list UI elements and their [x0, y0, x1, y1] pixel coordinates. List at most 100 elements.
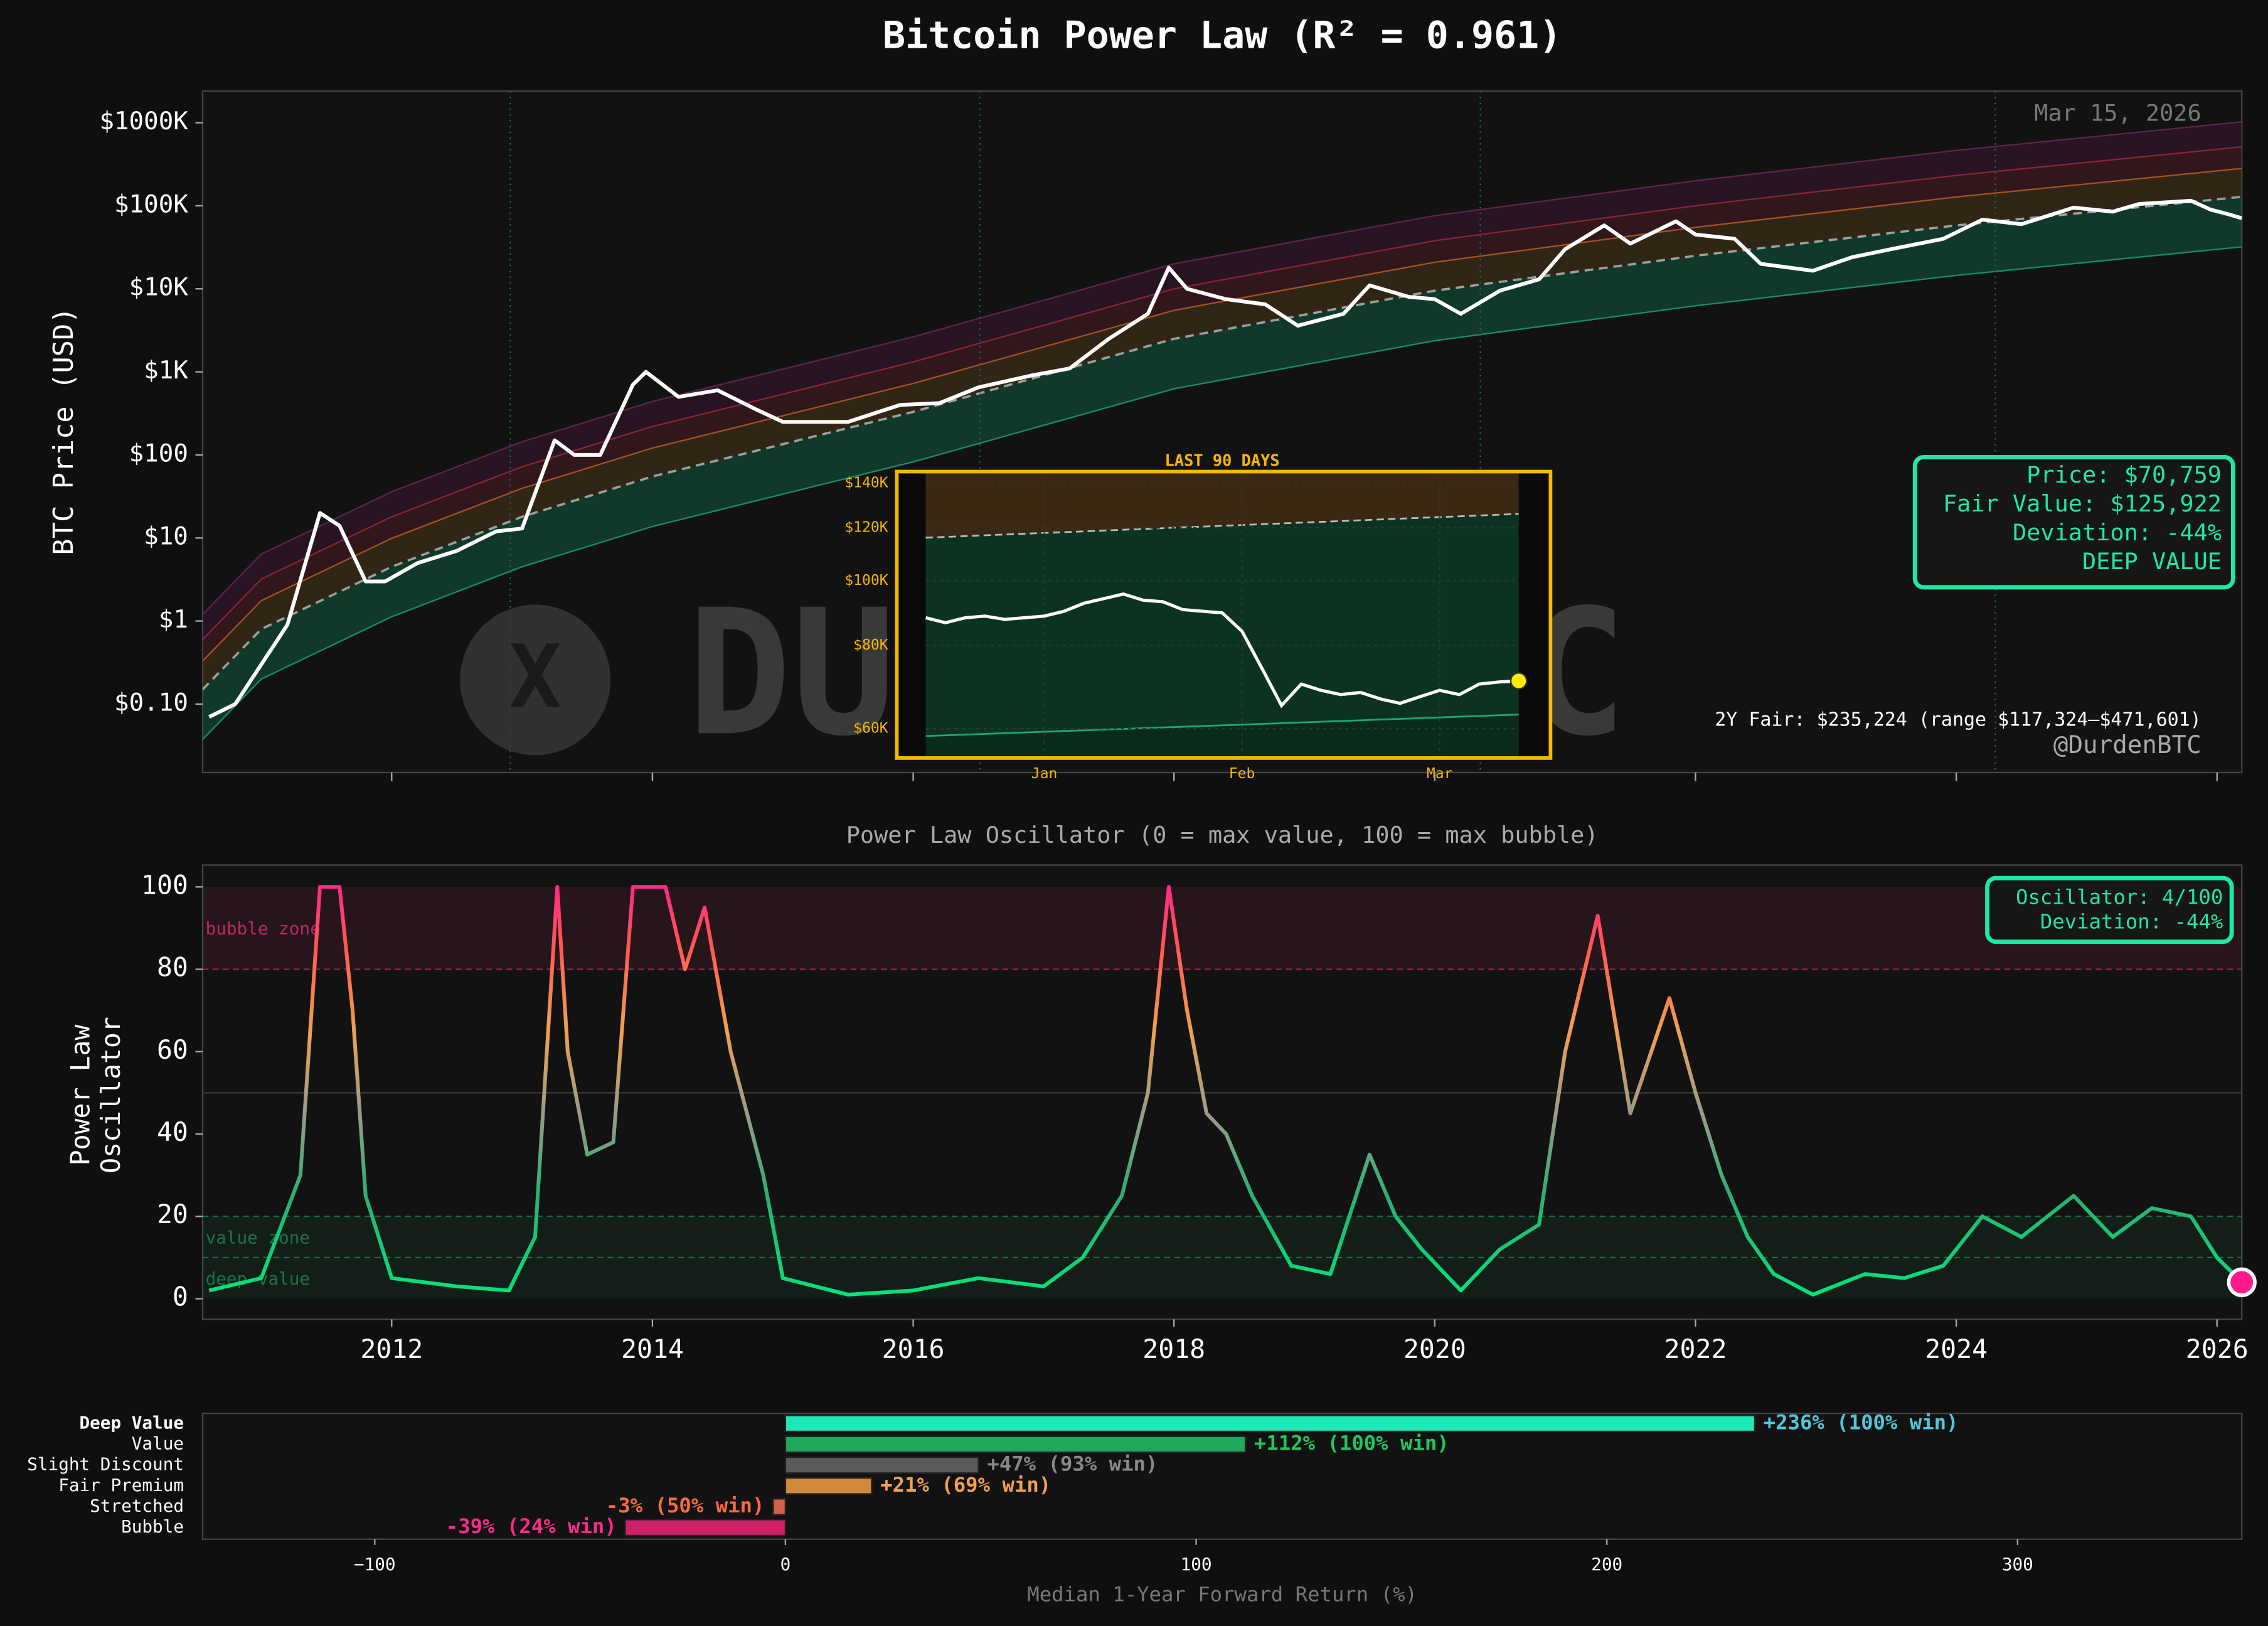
watermark-logo	[460, 604, 611, 756]
band-line	[202, 146, 2242, 640]
bar	[772, 1498, 787, 1516]
inset-deep-fill	[925, 714, 1519, 757]
band-line	[202, 121, 2242, 615]
y-axis-label: Oscillator	[95, 1017, 126, 1174]
band-line	[202, 195, 2242, 690]
band-line	[202, 168, 2242, 662]
info-line: DEEP VALUE	[2082, 548, 2222, 575]
inset-y-tick-label: $100K	[844, 572, 888, 589]
oscillator-info-box	[1985, 875, 2234, 944]
inset-title: LAST 90 DAYS	[1165, 451, 1280, 469]
x-tick-label: 2014	[621, 1334, 684, 1364]
return-panel: Deep Value +236% (100% win) Value +112% (10…	[27, 1410, 2243, 1607]
y-tick-label: $100K	[114, 190, 188, 218]
y-tick-label: $0.10	[114, 688, 188, 717]
zone-fill	[202, 1216, 2242, 1258]
category-label: Value	[132, 1433, 184, 1453]
oscillator-title: Power Law Oscillator (0 = max value, 100…	[846, 821, 1599, 848]
zone-fill	[202, 887, 2242, 970]
bar	[784, 1477, 873, 1495]
value-label: +236% (100% win)	[1764, 1410, 1959, 1434]
x-tick-label: 2012	[360, 1334, 423, 1364]
inset-price-line	[925, 592, 1519, 709]
info-line: Price: $70,759	[2026, 461, 2222, 488]
x-tick-label: 2024	[1925, 1334, 1988, 1364]
inset-y-tick-label: $120K	[844, 520, 888, 536]
category-label: Fair Premium	[58, 1475, 184, 1495]
y-tick-label: $100	[129, 439, 188, 468]
x-tick-label: 2018	[1142, 1334, 1205, 1364]
inset-y-tick-label: $140K	[844, 474, 888, 491]
info-line: Deviation: -44%	[2013, 519, 2222, 546]
x-tick-label: 300	[2002, 1554, 2033, 1575]
x-axis-label: Median 1-Year Forward Return (%)	[1027, 1583, 1417, 1607]
x-tick-label: −100	[354, 1554, 396, 1575]
inset-end-marker	[1509, 672, 1528, 690]
oscillator-info-line: Oscillator: 4/100	[2016, 885, 2223, 909]
inset-lower-line	[925, 714, 1519, 737]
handle: @DurdenBTC	[2053, 731, 2201, 759]
band-fill	[202, 196, 2242, 740]
category-label: Slight Discount	[27, 1454, 184, 1475]
y-tick-label: $10	[144, 523, 188, 551]
bar	[624, 1519, 787, 1537]
y-tick-label: $1K	[144, 356, 188, 385]
y-tick-label: 0	[173, 1281, 188, 1312]
y-tick-label: $1000K	[99, 107, 188, 136]
x-tick-label: 100	[1181, 1554, 1212, 1575]
x-tick-label: 200	[1591, 1554, 1622, 1575]
bar	[784, 1456, 979, 1474]
y-tick-label: $10K	[129, 274, 189, 302]
x-tick-label: 2016	[882, 1334, 945, 1364]
y-tick-label: 80	[157, 952, 188, 983]
zone-label: value zone	[206, 1227, 311, 1248]
x-tick-label: 2026	[2186, 1334, 2249, 1364]
bar	[784, 1435, 1247, 1453]
category-label: Deep Value	[79, 1412, 184, 1433]
oscillator-info-line: Deviation: -44%	[2040, 910, 2223, 934]
category-label: Bubble	[121, 1516, 184, 1537]
zone-fill	[202, 1257, 2242, 1299]
info-line: Fair Value: $125,922	[1943, 490, 2222, 517]
y-axis-label: BTC Price (USD)	[48, 307, 80, 555]
price-line	[208, 198, 2243, 719]
watermark-logo-x: X	[509, 626, 562, 727]
chart-title: Bitcoin Power Law (R² = 0.961)	[883, 14, 1562, 58]
y-axis-label: Power Law	[65, 1025, 96, 1166]
inset-fair-line	[925, 513, 1519, 539]
x-tick-label: 0	[780, 1554, 791, 1575]
y-tick-label: 60	[157, 1034, 188, 1065]
info-box	[1912, 454, 2235, 590]
x-tick-label: 2022	[1664, 1334, 1727, 1364]
y-tick-label: $1	[159, 606, 188, 634]
band-line	[202, 246, 2242, 741]
inset-x-tick-label: Feb	[1229, 766, 1255, 782]
inset-border	[895, 469, 1553, 760]
value-label: +47% (93% win)	[987, 1452, 1158, 1476]
category-label: Stretched	[90, 1495, 184, 1516]
y-tick-label: 20	[157, 1199, 188, 1229]
inset-y-tick-label: $60K	[853, 720, 888, 737]
return-plot-frame	[201, 1412, 2243, 1540]
x-tick-label: 2020	[1403, 1334, 1466, 1364]
value-label: +21% (69% win)	[880, 1473, 1051, 1497]
date-label: Mar 15, 2026	[2034, 100, 2201, 127]
inset-panel: $60K $80K $100K $120K $140K Jan Feb Mar LAST 90 …	[844, 451, 1553, 782]
inset-x-tick-label: Jan	[1031, 766, 1058, 782]
value-label: -3% (50% win)	[606, 1494, 765, 1517]
oscillator-line	[208, 885, 2244, 1297]
forecast-label: 2Y Fair: $235,224 (range $117,324–$471,6…	[1715, 709, 2201, 730]
inset-x-tick-label: Mar	[1427, 766, 1453, 782]
bar	[784, 1415, 1756, 1433]
y-tick-label: 40	[157, 1116, 188, 1147]
value-label: +112% (100% win)	[1254, 1431, 1449, 1455]
y-tick-label: 100	[141, 869, 188, 900]
inset-y-tick-label: $80K	[853, 637, 888, 653]
inset-premium-fill	[925, 473, 1519, 538]
oscillator-end-marker	[2227, 1267, 2257, 1297]
value-label: -39% (24% win)	[446, 1514, 617, 1538]
zone-label: bubble zone	[206, 918, 321, 939]
